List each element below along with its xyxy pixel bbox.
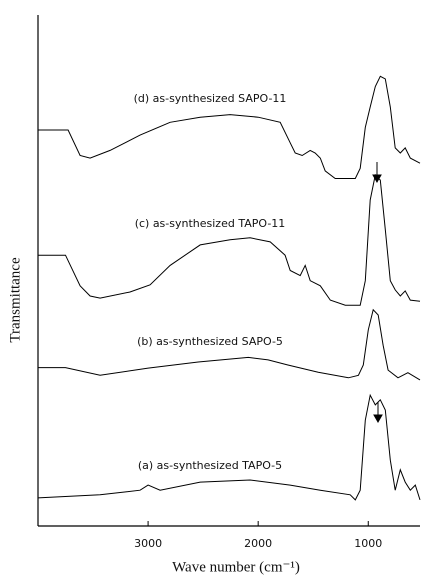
spectrum-line (38, 173, 421, 306)
x-tick-label: 3000 (134, 537, 162, 550)
trace-label: (b) as-synthesized SAPO-5 (137, 335, 283, 348)
trace-label: (d) as-synthesized SAPO-11 (134, 92, 287, 105)
x-tick-label: 2000 (244, 537, 272, 550)
y-axis-label: Transmittance (7, 257, 23, 343)
trace-label: (c) as-synthesized TAPO-11 (135, 217, 286, 230)
arrow (373, 402, 383, 424)
trace-label: (a) as-synthesized TAPO-5 (138, 459, 282, 472)
x-axis-label: Wave number (cm⁻¹) (172, 559, 300, 575)
x-tick-label: 1000 (354, 537, 382, 550)
spectrum-line (38, 75, 421, 179)
spectrum-line (38, 308, 421, 381)
spectrum-line (37, 393, 421, 501)
